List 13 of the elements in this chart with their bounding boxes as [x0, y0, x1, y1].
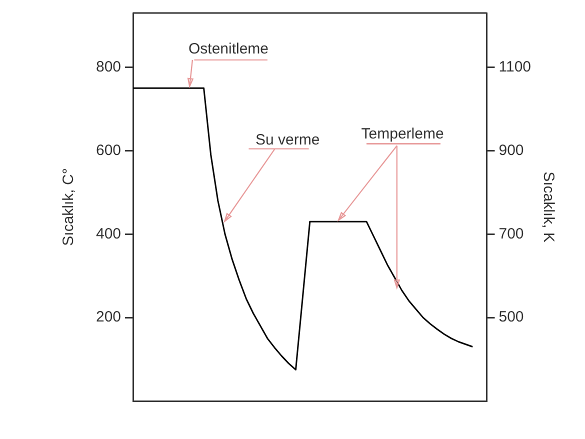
- annotation: Su verme: [255, 131, 320, 148]
- annotation: Temperleme: [361, 126, 444, 143]
- y2-tick-label: 700: [498, 225, 524, 242]
- y-tick-label: 400: [96, 225, 122, 242]
- y-tick-label: 800: [96, 58, 122, 76]
- y-axis-title: Sıcaklık, C°: [60, 168, 78, 246]
- y2-tick-label: 1100: [498, 58, 532, 76]
- y2-tick-label: 500: [498, 308, 524, 326]
- y-tick-label: 200: [96, 308, 122, 326]
- annotation: Ostenitleme: [188, 40, 269, 58]
- y-tick-label: 600: [96, 142, 122, 159]
- y2-tick-label: 900: [498, 142, 524, 159]
- y2-axis-title: Sıcaklık, K: [540, 172, 557, 242]
